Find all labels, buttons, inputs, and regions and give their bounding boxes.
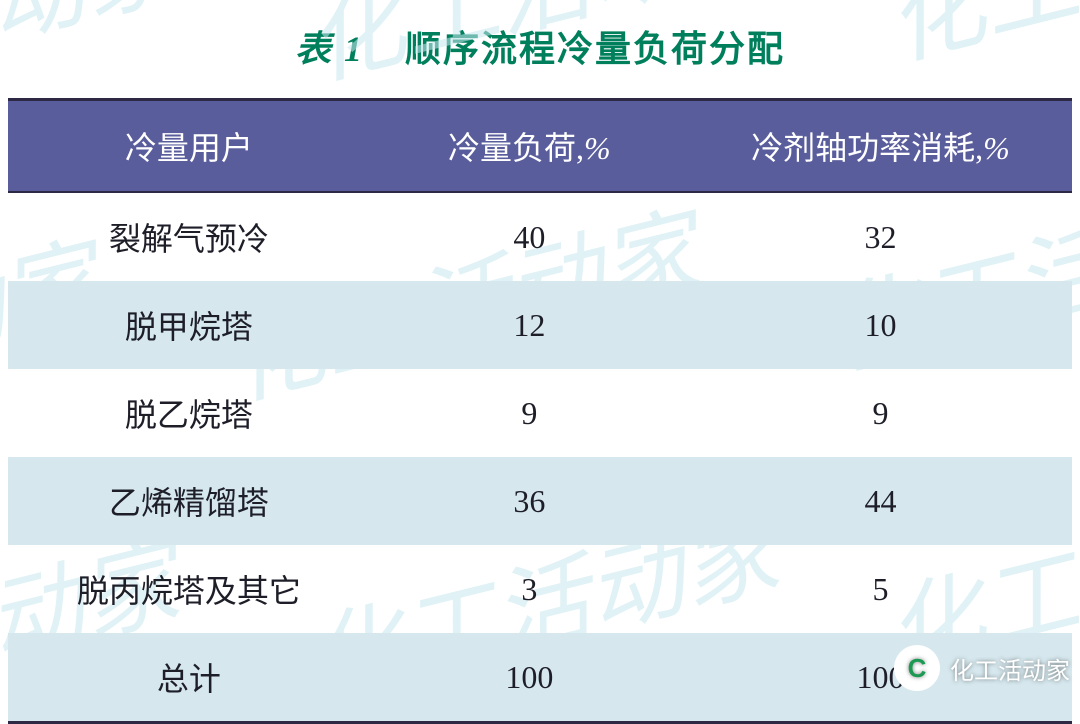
- title-number: 表 1: [295, 29, 364, 69]
- table-row: 乙烯精馏塔3644: [8, 457, 1072, 545]
- col-header-power-unit: %: [983, 130, 1010, 166]
- table-title: 表 1 顺序流程冷量负荷分配: [0, 0, 1080, 98]
- table-cell: 乙烯精馏塔: [8, 457, 370, 545]
- col-header-load-label: 冷量负荷,: [448, 130, 584, 166]
- table-cell: 裂解气预冷: [8, 193, 370, 281]
- table-header-row: 冷量用户 冷量负荷,% 冷剂轴功率消耗,%: [8, 101, 1072, 191]
- table-cell: 5: [689, 545, 1072, 633]
- table-cell: 100: [370, 633, 689, 721]
- table-cell: 9: [689, 369, 1072, 457]
- source-badge: C 化工活动家: [894, 645, 1070, 691]
- table-cell: 36: [370, 457, 689, 545]
- table-cell: 12: [370, 281, 689, 369]
- table-row: 脱乙烷塔99: [8, 369, 1072, 457]
- col-header-user: 冷量用户: [8, 101, 370, 191]
- table-cell: 脱甲烷塔: [8, 281, 370, 369]
- table-row: 脱甲烷塔1210: [8, 281, 1072, 369]
- table-cell: 3: [370, 545, 689, 633]
- data-table: 冷量用户 冷量负荷,% 冷剂轴功率消耗,%: [8, 101, 1072, 191]
- table-cell: 脱丙烷塔及其它: [8, 545, 370, 633]
- table-cell: 32: [689, 193, 1072, 281]
- table-cell: 10: [689, 281, 1072, 369]
- table-cell: 40: [370, 193, 689, 281]
- col-header-load-unit: %: [584, 130, 611, 166]
- table-cell: 总计: [8, 633, 370, 721]
- data-table-body: 裂解气预冷4032脱甲烷塔1210脱乙烷塔99乙烯精馏塔3644脱丙烷塔及其它3…: [8, 193, 1072, 721]
- table-cell: 9: [370, 369, 689, 457]
- col-header-load: 冷量负荷,%: [370, 101, 689, 191]
- wechat-logo-icon: C: [894, 645, 940, 691]
- source-text: 化工活动家: [950, 651, 1070, 686]
- title-text: 顺序流程冷量负荷分配: [405, 29, 785, 69]
- table-cell: 脱乙烷塔: [8, 369, 370, 457]
- col-header-user-label: 冷量用户: [125, 130, 253, 166]
- col-header-power: 冷剂轴功率消耗,%: [689, 101, 1072, 191]
- table-cell: 44: [689, 457, 1072, 545]
- col-header-power-label: 冷剂轴功率消耗,: [751, 130, 983, 166]
- table-container: 冷量用户 冷量负荷,% 冷剂轴功率消耗,% 裂解气预冷4032脱甲烷塔1210脱…: [8, 98, 1072, 724]
- table-row: 裂解气预冷4032: [8, 193, 1072, 281]
- logo-glyph: C: [908, 653, 927, 684]
- table-row: 脱丙烷塔及其它35: [8, 545, 1072, 633]
